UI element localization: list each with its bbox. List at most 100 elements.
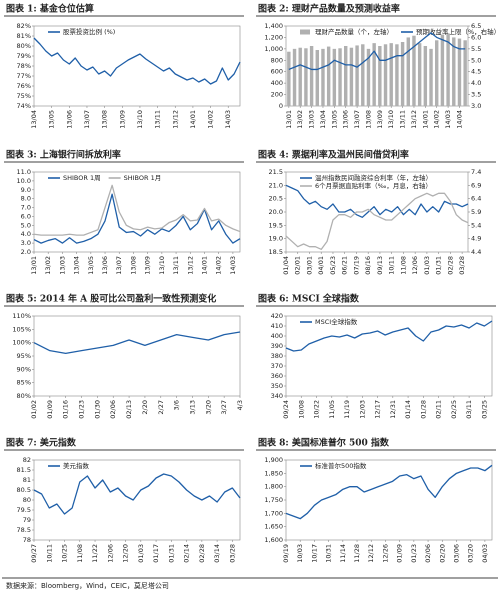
bar <box>361 44 365 106</box>
y-tick-label: 1,000 <box>264 45 283 53</box>
x-tick-label: 08/16 <box>364 256 372 275</box>
x-tick-label: 01/02 <box>30 400 38 419</box>
chart-title: 图表 2: 理财产品数量及预测收益率 <box>258 3 400 15</box>
bar <box>435 40 439 106</box>
y-tick-label: 1,200 <box>264 33 283 41</box>
series-line <box>285 320 493 352</box>
x-tick-label: 13/02 <box>44 256 52 275</box>
y-tick-label: 1,650 <box>264 523 283 531</box>
chart-title: 图表 8: 美国标准普尔 500 指数 <box>258 437 390 449</box>
x-tick-label: 14/04 <box>455 110 463 129</box>
bar <box>452 37 456 106</box>
bar <box>412 35 416 106</box>
y-tick-label: 200 <box>271 91 283 99</box>
x-tick-label: 01/03 <box>137 544 145 563</box>
plot-frame <box>33 171 241 253</box>
y-tick-label: 1,600 <box>264 536 283 544</box>
x-tick-label: 11/22 <box>91 544 99 563</box>
series-line <box>33 331 241 354</box>
y-tick-label: 5.0 <box>21 221 31 229</box>
y-tick-label: 80 <box>23 496 31 504</box>
y2-tick-label: 4.9 <box>471 235 481 243</box>
x-tick-label: 01/04 <box>282 256 290 275</box>
x-tick-label: 2/20 <box>141 400 149 415</box>
x-tick-label: 13/02 <box>296 110 304 129</box>
x-tick-label: 14/01 <box>421 110 429 129</box>
x-tick-label: 13/08 <box>129 256 137 275</box>
chart-title: 图表 4: 票据利率及温州民间借贷利率 <box>258 149 409 161</box>
bar <box>321 48 325 106</box>
y-tick-label: 600 <box>271 68 283 76</box>
y-tick-label: 82% <box>17 22 31 30</box>
y-tick-label: 8.0 <box>21 195 31 203</box>
x-tick-label: 03/06 <box>452 544 460 563</box>
y-tick-label: 6.0 <box>21 212 31 220</box>
x-tick-label: 14/01 <box>200 256 208 275</box>
x-tick-label: 05/23 <box>329 256 337 275</box>
y2-tick-label: 5.9 <box>471 208 481 216</box>
x-tick-label: 3/6 <box>173 400 181 410</box>
x-tick-label: 13/08 <box>101 110 109 129</box>
bar <box>332 48 337 106</box>
x-tick-label: 09/13 <box>376 256 384 275</box>
x-tick-label: 13/03 <box>58 256 66 275</box>
y2-tick-label: 4.0 <box>471 79 481 87</box>
x-tick-label: 13/07 <box>115 256 123 275</box>
x-tick-label: 11/08 <box>76 544 84 563</box>
legend-label: 理财产品数量（个，左轴） <box>315 27 393 36</box>
bar <box>304 48 308 106</box>
y-tick-label: 79% <box>17 52 31 60</box>
y2-tick-label: 4.4 <box>471 248 481 256</box>
x-tick-label: 13/06 <box>65 110 73 129</box>
y-tick-label: 390 <box>271 342 283 350</box>
x-tick-label: 14/02 <box>433 110 441 129</box>
y-tick-label: 0 <box>279 102 283 110</box>
x-tick-label: 02/28 <box>198 544 206 563</box>
y-tick-label: 105% <box>12 325 31 333</box>
y-tick-label: 81 <box>23 476 31 484</box>
series-line <box>285 464 493 520</box>
bar <box>446 33 450 106</box>
bar <box>349 47 354 106</box>
legend-label: 美元指数 <box>63 461 90 470</box>
plot-frame <box>33 459 241 541</box>
chart-title: 图表 5: 2014 年 A 股可比公司盈利一致性预测变化 <box>6 293 216 305</box>
x-tick-label: 14/02 <box>207 110 215 129</box>
legend-label: MSCI全球指数 <box>315 317 358 326</box>
x-tick-label: 01/31 <box>167 544 175 563</box>
x-tick-label: 09/27 <box>30 544 38 563</box>
y-tick-label: 78.5 <box>17 526 31 534</box>
y-tick-label: 21.0 <box>269 181 283 189</box>
x-tick-label: 12/03 <box>358 400 366 419</box>
x-tick-label: 02/28 <box>446 256 454 275</box>
x-tick-label: 01/14 <box>404 400 412 419</box>
bar <box>315 50 319 106</box>
x-tick-label: 10/22 <box>313 400 321 419</box>
x-tick-label: 13/07 <box>83 110 91 129</box>
x-tick-label: 13/07 <box>353 110 361 129</box>
x-tick-label: 13/10 <box>387 110 395 129</box>
y-tick-label: 80.5 <box>17 486 31 494</box>
x-tick-label: 13/10 <box>158 256 166 275</box>
bar <box>400 42 405 106</box>
x-tick-label: 11/19 <box>343 400 351 419</box>
bar <box>338 48 342 106</box>
x-tick-label: 13/01 <box>285 110 293 129</box>
x-tick-label: 01/17 <box>152 544 160 563</box>
chart-title: 图表 6: MSCI 全球指数 <box>258 293 360 305</box>
bar <box>417 43 422 106</box>
x-tick-label: 09/19 <box>282 544 290 563</box>
bar <box>372 43 376 106</box>
x-tick-label: 10/25 <box>61 544 69 563</box>
x-tick-label: 01/03 <box>423 256 431 275</box>
plot-frame <box>33 25 241 107</box>
x-tick-label: 13/09 <box>376 110 384 129</box>
bar <box>457 38 462 107</box>
y-tick-label: 74% <box>17 102 31 110</box>
x-tick-label: 12/31 <box>389 400 397 419</box>
x-tick-label: 01/28 <box>419 400 427 419</box>
y-tick-label: 1,700 <box>264 509 283 517</box>
bar <box>423 46 428 106</box>
x-tick-label: 07/19 <box>352 256 360 275</box>
